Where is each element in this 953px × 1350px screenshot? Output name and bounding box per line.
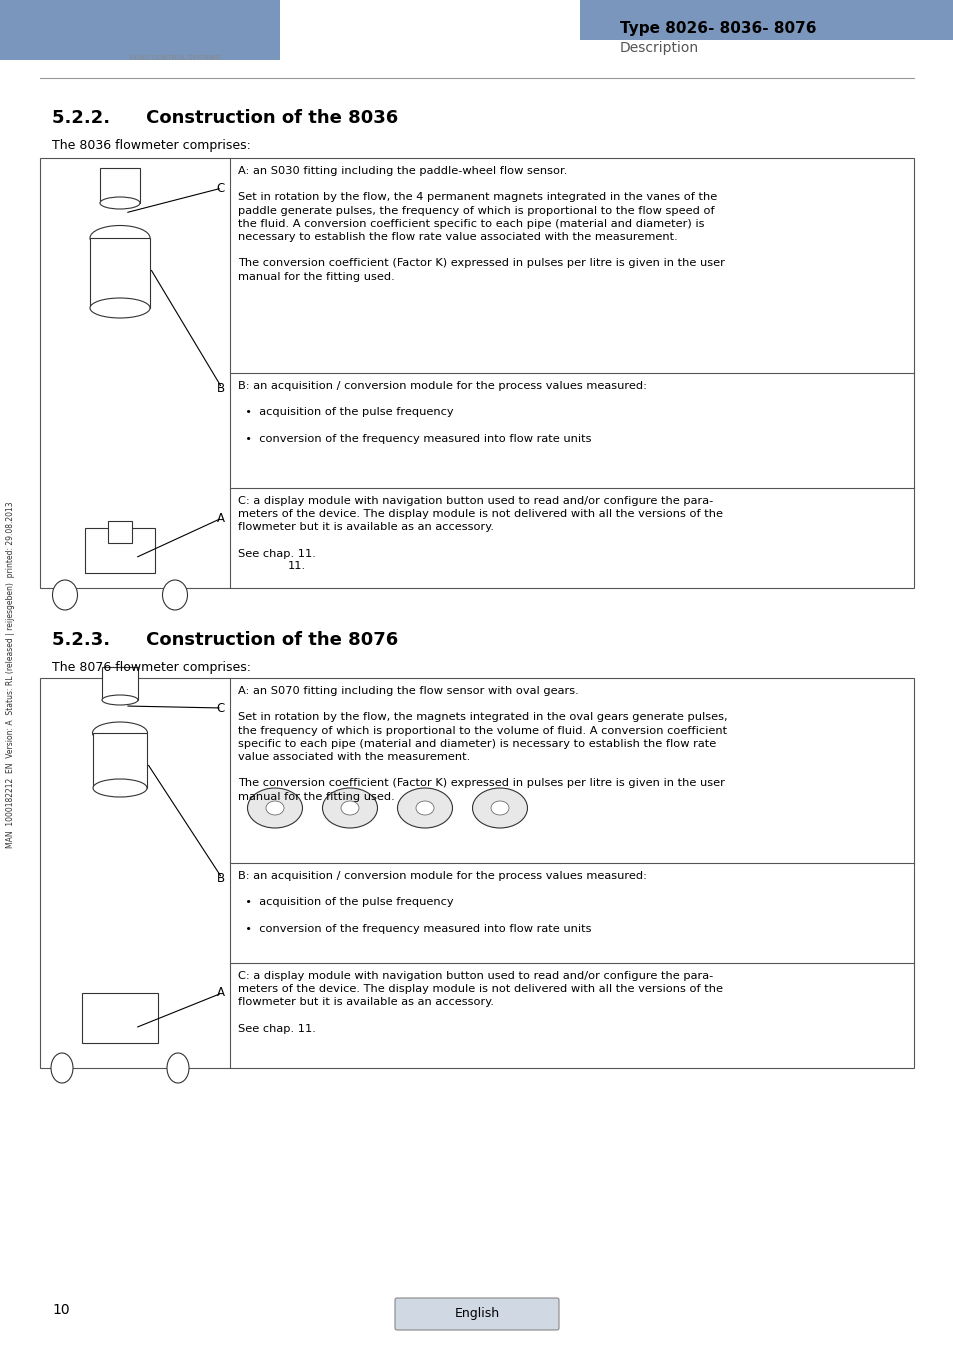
Bar: [579, 0, 953, 40]
Text: A: an S070 fitting including the flow sensor with oval gears.

Set in rotation b: A: an S070 fitting including the flow se…: [237, 686, 727, 802]
Bar: [167, 27, 185, 30]
Text: A: A: [216, 987, 225, 999]
Text: B: an acquisition / conversion module for the process values measured:

  •  acq: B: an acquisition / conversion module fo…: [237, 871, 646, 934]
Text: 11.: 11.: [288, 562, 306, 571]
Ellipse shape: [90, 225, 150, 251]
Text: B: an acquisition / conversion module for the process values measured:

  •  acq: B: an acquisition / conversion module fo…: [237, 381, 646, 444]
Text: C: a display module with navigation button used to read and/or configure the par: C: a display module with navigation butt…: [237, 495, 722, 559]
Text: English: English: [454, 1308, 499, 1320]
Text: C: C: [216, 702, 225, 714]
Ellipse shape: [92, 779, 147, 796]
Text: B: B: [216, 382, 225, 394]
Text: B: B: [216, 872, 225, 884]
Bar: [108, 521, 132, 543]
Bar: [154, 27, 183, 30]
Ellipse shape: [100, 197, 140, 209]
Bar: [85, 528, 154, 572]
Ellipse shape: [491, 801, 509, 815]
Ellipse shape: [340, 801, 358, 815]
Ellipse shape: [167, 1053, 189, 1083]
Ellipse shape: [51, 1053, 73, 1083]
Ellipse shape: [90, 298, 150, 319]
Ellipse shape: [472, 788, 527, 828]
Text: C: a display module with navigation button used to read and/or configure the par: C: a display module with navigation butt…: [237, 971, 722, 1034]
Text: bürkert: bürkert: [137, 36, 213, 54]
Bar: [90, 238, 150, 308]
Bar: [100, 167, 140, 202]
Text: 5.2.2.  Construction of the 8036: 5.2.2. Construction of the 8036: [52, 109, 397, 127]
Text: A: an S030 fitting including the paddle-wheel flow sensor.

Set in rotation by t: A: an S030 fitting including the paddle-…: [237, 166, 724, 282]
Text: A: A: [216, 512, 225, 525]
Ellipse shape: [266, 801, 284, 815]
Text: The 8036 flowmeter comprises:: The 8036 flowmeter comprises:: [52, 139, 251, 151]
Bar: [40, 158, 913, 589]
Ellipse shape: [102, 695, 138, 705]
Text: The 8076 flowmeter comprises:: The 8076 flowmeter comprises:: [52, 662, 251, 675]
Bar: [92, 733, 147, 788]
Ellipse shape: [162, 580, 188, 610]
Ellipse shape: [416, 801, 434, 815]
Bar: [102, 667, 138, 701]
Ellipse shape: [52, 580, 77, 610]
Bar: [40, 678, 913, 1068]
Text: Type 8026- 8036- 8076: Type 8026- 8036- 8076: [619, 20, 816, 35]
Text: FLUID CONTROL SYSTEMS: FLUID CONTROL SYSTEMS: [130, 55, 220, 61]
Text: 5.2.3.  Construction of the 8076: 5.2.3. Construction of the 8076: [52, 630, 397, 649]
Text: Description: Description: [619, 40, 699, 55]
Bar: [0, 0, 280, 59]
Ellipse shape: [397, 788, 452, 828]
Text: 10: 10: [52, 1303, 70, 1318]
Ellipse shape: [322, 788, 377, 828]
Text: C: C: [216, 181, 225, 194]
Ellipse shape: [247, 788, 302, 828]
Bar: [179, 27, 207, 30]
Text: MAN  1000182212  EN  Version: A  Status: RL (released | reijesgeben)  printed: 2: MAN 1000182212 EN Version: A Status: RL …: [7, 502, 15, 848]
FancyBboxPatch shape: [395, 1297, 558, 1330]
Ellipse shape: [92, 722, 148, 744]
Bar: [82, 994, 158, 1044]
